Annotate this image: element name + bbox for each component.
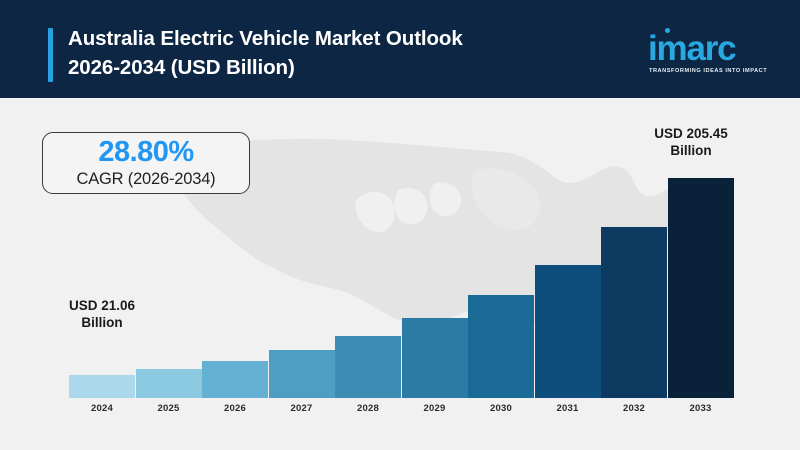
bar-label-2024: 2024 [91,403,113,414]
bar-chart: 2024 2025 2026 2027 2028 2029 2030 2031 2032 2033 [0,98,800,450]
cagr-value: 28.80% [98,136,194,168]
last-value-line-2: Billion [670,143,712,158]
header-accent-bar [48,28,53,82]
bar-2024[interactable] [69,375,135,398]
page-title-line-2: 2026-2034 (USD Billion) [68,56,295,79]
page-title-line-1: Australia Electric Vehicle Market Outloo… [68,27,463,50]
cagr-badge: 28.80% CAGR (2026-2034) [42,132,250,194]
last-value-line-1: USD 205.45 [654,126,728,141]
bar-2031[interactable] [534,265,601,398]
logo-wordmark: imarc [648,29,737,68]
first-value-callout: USD 21.06 Billion [42,297,162,331]
bar-2027[interactable] [268,350,335,398]
bar-2033[interactable] [667,178,734,398]
first-value-line-1: USD 21.06 [68,298,136,313]
bar-label-2025: 2025 [157,403,180,414]
first-value-line-2: Billion [81,315,123,330]
page-title: Australia Electric Vehicle Market Outloo… [68,24,628,82]
bar-label-2032: 2032 [623,403,645,414]
bar-2032[interactable] [601,227,667,398]
logo-dot-icon [665,28,670,33]
logo-tagline: TRANSFORMING IDEAS INTO IMPACT [649,68,768,74]
imarc-logo: imarc TRANSFORMING IDEAS INTO IMPACT [648,27,774,79]
bar-2030[interactable] [468,295,534,398]
bar-label-2028: 2028 [357,403,379,414]
cagr-label: CAGR (2026-2034) [76,170,216,188]
bar-label-2030: 2030 [490,403,512,414]
last-value-callout: USD 205.45 Billion [625,125,757,159]
bar-label-2029: 2029 [423,403,446,414]
bar-label-2026: 2026 [224,403,246,414]
bar-2026[interactable] [202,361,268,398]
bar-2029[interactable] [401,318,468,398]
bar-2028[interactable] [335,336,401,398]
bar-2025[interactable] [135,369,202,398]
bar-label-2027: 2027 [290,403,313,414]
header-bar: Australia Electric Vehicle Market Outloo… [0,0,800,98]
bar-label-2033: 2033 [689,403,712,414]
bar-label-2031: 2031 [556,403,579,414]
